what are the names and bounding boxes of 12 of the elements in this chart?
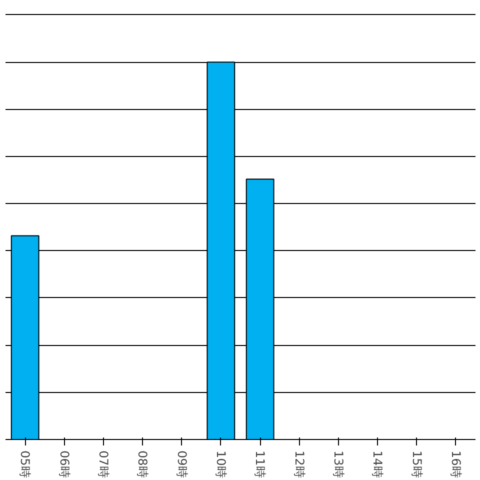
x-tick-label: 06時: [57, 450, 72, 478]
x-tick-label: 14時: [370, 450, 385, 478]
x-tick-label: 07時: [96, 450, 110, 478]
x-tick-label: 12時: [292, 450, 306, 478]
x-tick-label: 11時: [253, 450, 268, 478]
x-tick-label: 13時: [331, 450, 346, 478]
x-tick-label: 10時: [214, 450, 228, 478]
x-tick-label: 16時: [448, 450, 463, 478]
x-tick-label: 09時: [174, 450, 189, 478]
x-tick-label: 05時: [18, 450, 32, 478]
x-tick-label: 08時: [136, 450, 150, 478]
x-tick-label: 15時: [410, 450, 424, 478]
